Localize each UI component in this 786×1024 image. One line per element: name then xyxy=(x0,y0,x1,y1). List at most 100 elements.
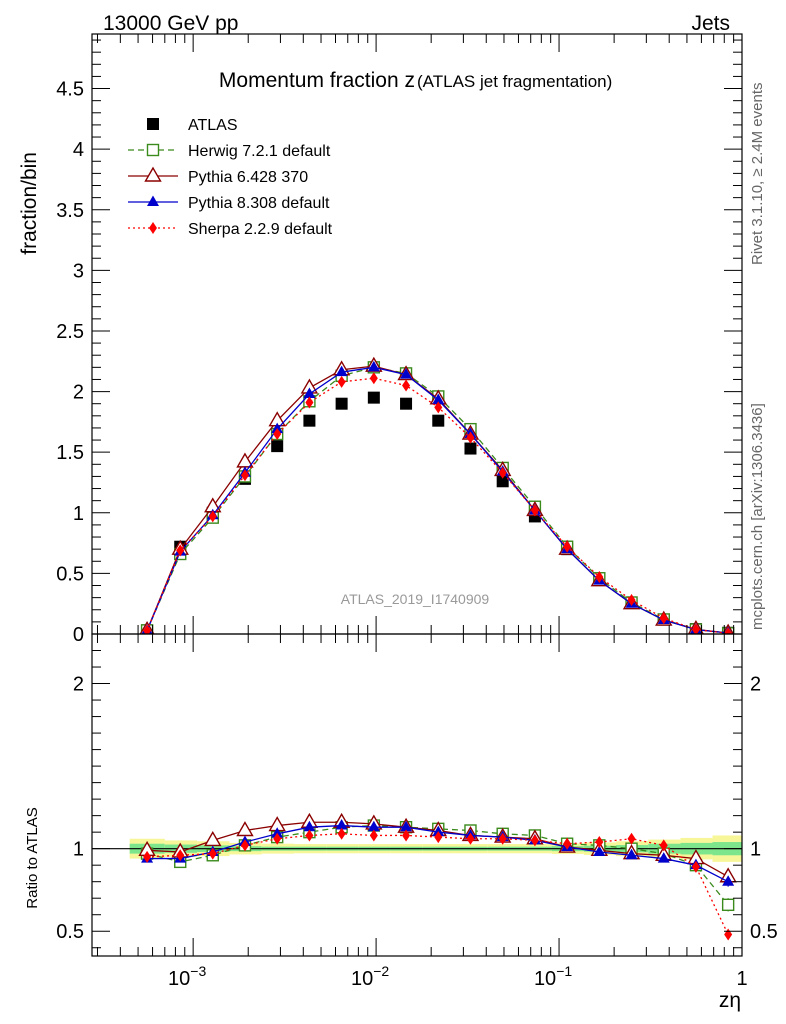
legend-label: Sherpa 2.2.9 default xyxy=(188,221,333,238)
legend-entry: Herwig 7.2.1 default xyxy=(128,143,331,160)
data-point xyxy=(208,510,217,523)
x-tick-label-exponent: −2 xyxy=(373,963,389,979)
legend-entry: ATLAS xyxy=(147,117,238,134)
ratio-point xyxy=(271,827,284,838)
data-point xyxy=(367,360,380,372)
ratio-point xyxy=(305,829,314,842)
data-point xyxy=(273,428,282,440)
data-point xyxy=(659,612,668,625)
ratio-point xyxy=(240,839,249,852)
ratio-point xyxy=(721,898,735,912)
y-tick-label-right: 1 xyxy=(750,839,761,861)
x-tick-label-exponent: −3 xyxy=(190,963,206,979)
data-point xyxy=(305,396,314,409)
ratio-point xyxy=(657,852,670,863)
ratio-point xyxy=(625,848,638,860)
ratio-point xyxy=(595,836,604,849)
legend-entry: Sherpa 2.2.9 default xyxy=(128,221,333,238)
analysis-label: ATLAS_2019_I1740909 xyxy=(341,591,490,607)
y-tick-label: 2.5 xyxy=(56,321,84,343)
x-tick-label-exponent: −1 xyxy=(556,963,572,979)
ratio-point xyxy=(176,849,185,862)
data-point xyxy=(335,365,348,377)
data-point xyxy=(434,401,443,414)
data-point xyxy=(402,379,411,392)
ratio-point xyxy=(434,831,443,844)
x-axis-label: zη xyxy=(719,989,741,1012)
data-point xyxy=(176,544,185,557)
ratio-point xyxy=(208,847,217,860)
ratio-point xyxy=(204,831,222,847)
ratio-point xyxy=(563,837,572,850)
ratio-point xyxy=(303,820,316,832)
data-point xyxy=(400,397,413,410)
data-point xyxy=(464,442,477,455)
legend-entry: Pythia 8.308 default xyxy=(128,195,330,212)
ratio-plot-frame xyxy=(91,633,743,957)
ratio-point xyxy=(402,829,411,842)
main-plot-title: Momentum fraction z xyxy=(219,69,415,92)
ratio-point xyxy=(335,819,348,830)
mcplots-label: mcplots.cern.ch [arXiv:1306.3436] xyxy=(749,403,766,630)
ratio-point xyxy=(498,832,507,845)
ratio-point xyxy=(659,839,668,852)
data-point xyxy=(400,368,413,379)
data-point xyxy=(303,414,316,427)
legend-marker xyxy=(144,166,162,182)
legend-label: Pythia 6.428 370 xyxy=(188,169,308,186)
legend-label: Herwig 7.2.1 default xyxy=(188,143,331,160)
y-tick-label: 3.5 xyxy=(56,200,84,222)
ratio-plot-marks xyxy=(92,812,742,941)
x-tick-label: 10−3 xyxy=(168,963,206,990)
ratio-point xyxy=(724,928,733,941)
legend-marker xyxy=(146,143,160,157)
ratio-y-axis-label: Ratio to ATLAS xyxy=(24,807,41,908)
y-tick-label: 3 xyxy=(73,260,84,282)
ratio-point xyxy=(466,832,475,845)
main-y-axis-label: fraction/bin xyxy=(18,152,41,255)
data-point xyxy=(498,466,507,479)
ratio-plot-panel: 10−3 10−2 10−1 1 0.5 0.5 1 1 2 2 Ratio to ATLAS z… xyxy=(24,633,778,1012)
ratio-plot-axes: 10−3 10−2 10−1 1 0.5 0.5 1 1 2 2 xyxy=(56,634,778,990)
y-tick-label-right: 2 xyxy=(750,674,761,696)
ratio-point xyxy=(530,834,539,847)
y-tick-label: 4.5 xyxy=(56,79,84,101)
y-tick-label-right: 0.5 xyxy=(750,921,778,943)
process-label: Jets xyxy=(691,12,730,35)
x-tick-label: 1 xyxy=(736,968,747,990)
data-point xyxy=(240,469,249,482)
y-tick-label: 2 xyxy=(73,382,84,404)
data-point xyxy=(432,414,445,427)
main-plot-axes: 0 0.5 1 1.5 2 2.5 3 3.5 4 4.5 xyxy=(56,34,743,646)
legend-label: Pythia 8.308 default xyxy=(188,195,330,212)
y-tick-label: 2 xyxy=(73,674,84,696)
ratio-point xyxy=(400,820,413,832)
y-tick-label: 0 xyxy=(73,624,84,646)
data-point xyxy=(335,397,348,410)
main-plot-panel: 0 0.5 1 1.5 2 2.5 3 3.5 4 4.5 fraction/bin Moment… xyxy=(18,33,743,646)
data-point xyxy=(369,372,378,385)
y-tick-label: 1 xyxy=(73,839,84,861)
data-point xyxy=(595,571,604,584)
main-plot-marks xyxy=(139,356,735,634)
data-point xyxy=(367,391,380,404)
data-point xyxy=(563,540,572,553)
data-point xyxy=(303,387,316,398)
data-point xyxy=(143,624,152,634)
series-sherpa-2-2-9-default xyxy=(143,372,733,634)
ratio-point xyxy=(337,827,346,840)
rivet-label: Rivet 3.1.10, ≥ 2.4M events xyxy=(749,83,766,266)
ratio-point xyxy=(273,832,282,845)
data-point xyxy=(530,504,539,517)
legend: ATLAS Herwig 7.2.1 default Pythia 6.428 37… xyxy=(128,117,333,238)
y-tick-label: 4 xyxy=(73,139,84,161)
data-point xyxy=(691,623,700,634)
x-tick-label: 10−1 xyxy=(534,963,572,990)
ratio-point xyxy=(691,860,700,873)
legend-marker xyxy=(149,222,157,234)
y-tick-label: 0.5 xyxy=(56,563,84,585)
data-point xyxy=(496,475,509,488)
legend-entry: Pythia 6.428 370 xyxy=(128,166,308,186)
ratio-point xyxy=(722,875,735,886)
